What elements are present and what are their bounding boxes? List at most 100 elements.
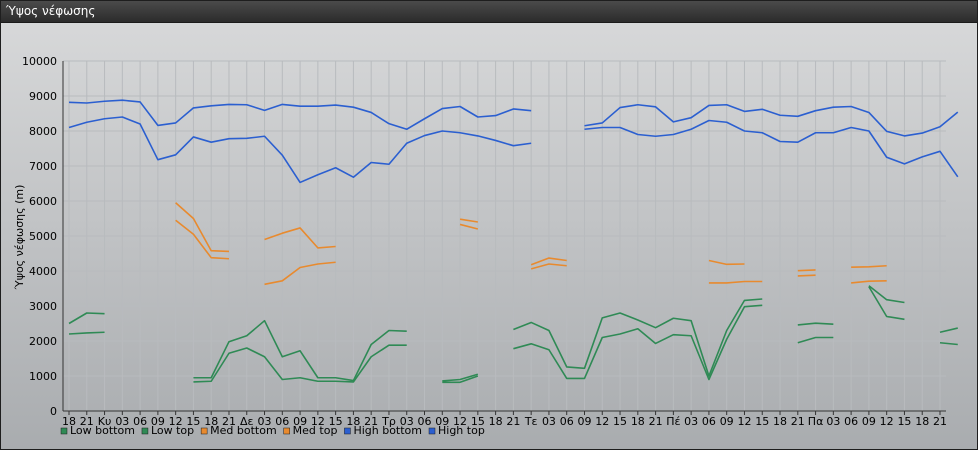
series-line-low-bottom: [68, 331, 105, 335]
x-tick-label: 21: [222, 415, 236, 428]
y-tick-label: 10000: [22, 55, 57, 68]
x-tick-label: 03: [400, 415, 414, 428]
x-tick-label: Δε: [240, 415, 254, 428]
y-tick-label: 8000: [29, 125, 57, 138]
series-line-med-top: [797, 269, 816, 272]
x-tick-label: 06: [133, 415, 147, 428]
x-tick-label: 21: [506, 415, 520, 428]
series-line-med-top: [459, 218, 478, 223]
x-tick-label: 15: [471, 415, 485, 428]
window-titlebar: Ύψος νέφωσης: [1, 1, 977, 23]
series-line-med-bottom: [264, 261, 336, 286]
x-tick-label: 12: [595, 415, 609, 428]
series-line-med-bottom: [459, 223, 479, 230]
x-tick-label: 18: [346, 415, 360, 428]
x-tick-label: 09: [293, 415, 307, 428]
x-tick-label: 09: [435, 415, 449, 428]
y-tick-label: 0: [50, 405, 57, 418]
legend-swatch: [200, 427, 208, 435]
x-tick-label: 12: [169, 415, 183, 428]
series-line-low-top: [939, 327, 958, 334]
x-tick-label: Κυ: [98, 415, 112, 428]
series-line-med-bottom: [708, 280, 763, 284]
x-tick-label: Τρ: [381, 415, 396, 428]
series-line-low-top: [513, 298, 763, 377]
x-tick-label: 12: [453, 415, 467, 428]
legend-label: Med top: [293, 424, 338, 437]
x-tick-label: 15: [613, 415, 627, 428]
y-tick-label: 6000: [29, 195, 57, 208]
legend-swatch: [283, 427, 290, 435]
series-line-med-top: [851, 264, 887, 268]
series-line-low-top: [193, 319, 407, 382]
legend-swatch: [428, 427, 436, 435]
series-line-low-top: [442, 373, 479, 382]
x-tick-label: 12: [737, 415, 751, 428]
x-tick-label: 21: [933, 415, 947, 428]
series-lines: [68, 99, 959, 384]
y-tick-label: 3000: [29, 300, 57, 313]
series-line-med-top: [264, 227, 336, 249]
series-line-low-bottom: [513, 304, 763, 381]
x-tick-label: 06: [844, 415, 858, 428]
legend-swatch: [141, 427, 149, 435]
series-line-high-bottom: [584, 119, 959, 178]
x-tick-label: 06: [702, 415, 716, 428]
x-tick-label: Τε: [524, 415, 538, 428]
x-tick-label: 15: [186, 415, 200, 428]
series-line-med-top: [530, 257, 567, 266]
series-line-high-bottom: [68, 116, 532, 184]
x-tick-label: 18: [204, 415, 218, 428]
x-tick-label: 12: [880, 415, 894, 428]
x-tick-label: 21: [649, 415, 663, 428]
x-tick-label: 09: [577, 415, 591, 428]
x-tick-label: 18: [62, 415, 76, 428]
x-tick-label: 18: [489, 415, 503, 428]
series-line-med-bottom: [851, 280, 887, 284]
series-line-low-bottom: [193, 344, 407, 383]
y-tick-label: 4000: [29, 265, 57, 278]
axes: 0 1000 2000 3000 4000 5000 6000 7000 8000 9000 100…: [22, 55, 947, 428]
series-line-low-bottom: [442, 375, 479, 384]
x-tick-label: 18: [773, 415, 787, 428]
y-tick-label: 5000: [29, 230, 57, 243]
x-tick-label: 06: [418, 415, 432, 428]
series-line-high-top: [68, 99, 532, 131]
x-tick-label: Πα: [808, 415, 824, 428]
legend-label: Low top: [151, 424, 194, 437]
series-line-med-bottom: [530, 263, 567, 270]
x-tick-label: 06: [275, 415, 289, 428]
y-tick-label: 2000: [29, 335, 57, 348]
y-axis-label: Ύψος νέφωσης (m): [13, 185, 26, 291]
x-tick-label: Πέ: [666, 415, 680, 428]
x-tick-label: 18: [631, 415, 645, 428]
series-line-med-top: [175, 202, 230, 253]
x-tick-label: 06: [560, 415, 574, 428]
legend-label: Med bottom: [210, 424, 277, 437]
x-tick-label: 21: [364, 415, 378, 428]
y-tick-label: 1000: [29, 370, 57, 383]
x-tick-label: 03: [826, 415, 840, 428]
series-line-high-top: [584, 103, 959, 137]
x-tick-label: 18: [915, 415, 929, 428]
legend-label: High bottom: [353, 424, 422, 437]
legend: Low bottom Low top Med bottom Med top High b…: [60, 424, 485, 437]
series-line-low-top: [68, 312, 105, 325]
series-line-med-bottom: [175, 219, 230, 260]
x-tick-label: 12: [311, 415, 325, 428]
series-line-low-bottom: [797, 336, 834, 344]
series-line-low-bottom: [868, 286, 905, 321]
series-line-low-top: [797, 322, 834, 326]
legend-label: Low bottom: [70, 424, 135, 437]
series-line-low-top: [868, 285, 905, 304]
x-tick-label: 03: [258, 415, 272, 428]
series-line-med-top: [708, 259, 745, 266]
x-tick-label: 03: [684, 415, 698, 428]
grid: [63, 60, 946, 412]
x-tick-label: 21: [791, 415, 805, 428]
legend-swatch: [60, 427, 68, 435]
y-tick-label: 7000: [29, 160, 57, 173]
x-tick-label: 15: [897, 415, 911, 428]
